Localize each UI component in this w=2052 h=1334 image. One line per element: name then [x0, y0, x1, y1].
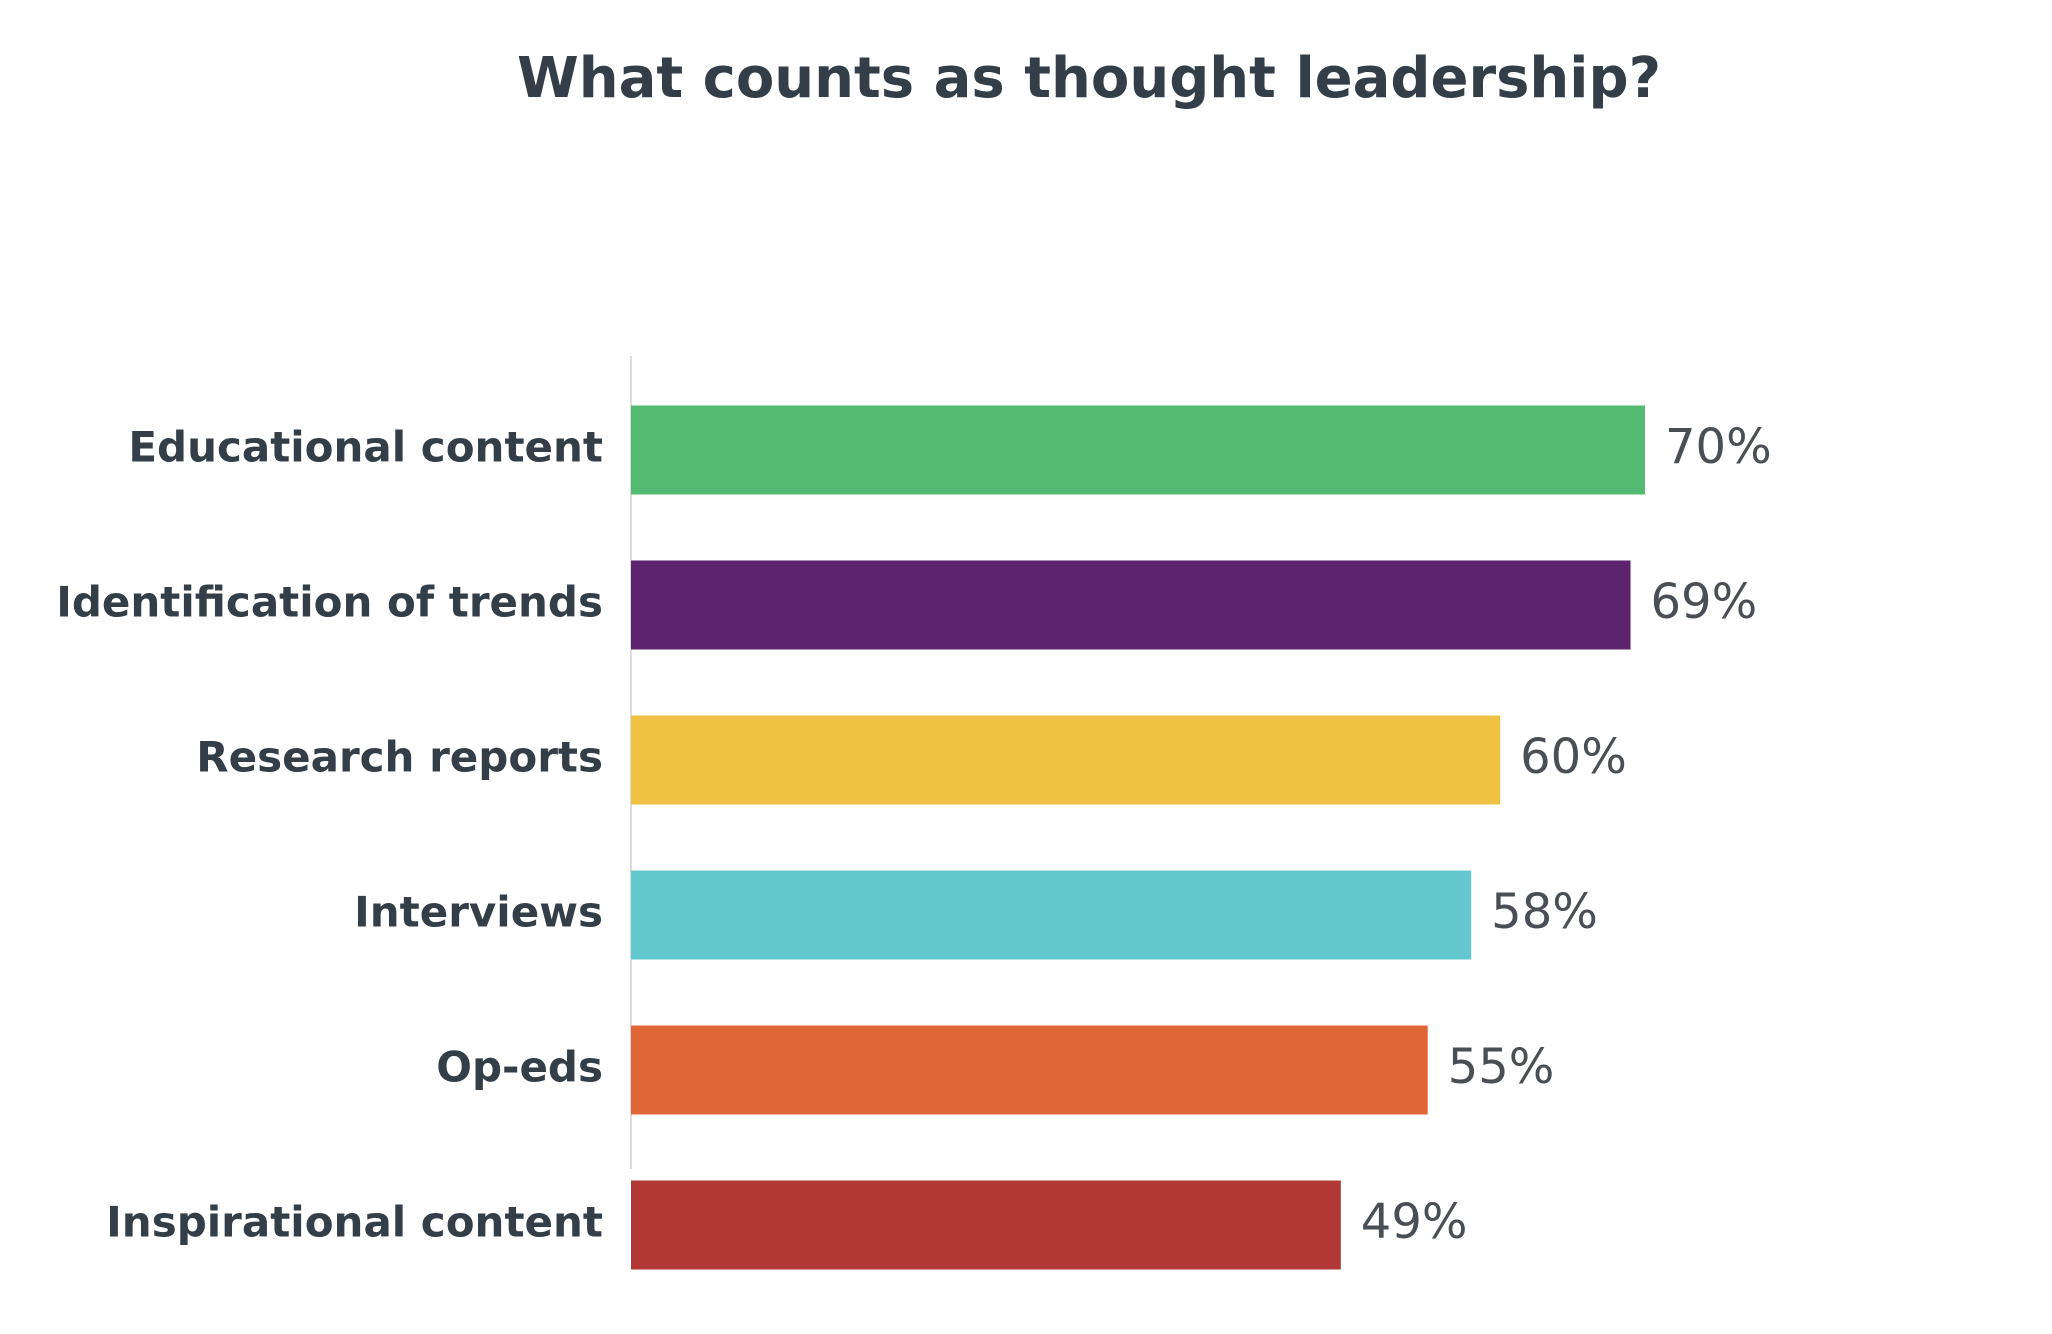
value-label: 70%: [1665, 419, 1772, 475]
bar: [631, 1025, 1428, 1115]
category-label: Op-eds: [436, 1043, 603, 1092]
bar: [631, 715, 1501, 805]
value-label: 49%: [1361, 1194, 1468, 1250]
value-label: 58%: [1491, 884, 1598, 940]
category-label: Educational content: [128, 423, 603, 472]
bar: [631, 870, 1472, 960]
value-label: 60%: [1520, 729, 1627, 785]
chart-title: What counts as thought leadership?: [517, 46, 1661, 111]
bar: [631, 560, 1631, 650]
bar: [631, 405, 1645, 495]
category-label: Identification of trends: [56, 578, 603, 627]
bar: [631, 1180, 1341, 1270]
category-label: Inspirational content: [106, 1198, 603, 1247]
category-label: Interviews: [354, 888, 603, 937]
value-label: 69%: [1651, 574, 1758, 630]
value-label: 55%: [1448, 1039, 1555, 1095]
category-label: Research reports: [196, 733, 603, 782]
